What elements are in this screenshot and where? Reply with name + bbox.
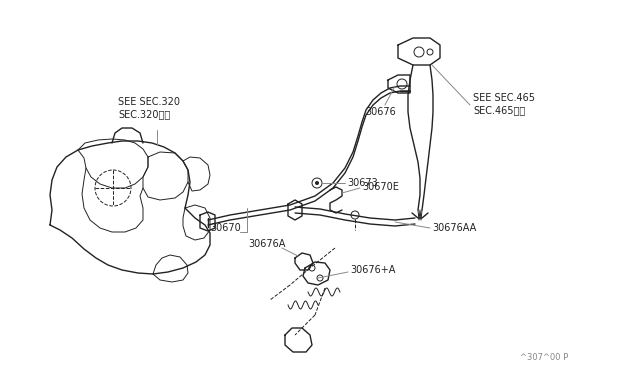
Text: SEE SEC.465
SEC.465参照: SEE SEC.465 SEC.465参照 bbox=[473, 93, 535, 115]
Text: 30676+A: 30676+A bbox=[350, 265, 396, 275]
Text: 30676: 30676 bbox=[365, 107, 396, 117]
Text: 30670: 30670 bbox=[211, 223, 241, 233]
Text: 30673: 30673 bbox=[347, 178, 378, 188]
Text: SEE SEC.320
SEC.320参照: SEE SEC.320 SEC.320参照 bbox=[118, 97, 180, 119]
Text: ^307^00 P: ^307^00 P bbox=[520, 353, 568, 362]
Text: 30670E: 30670E bbox=[362, 182, 399, 192]
Circle shape bbox=[315, 181, 319, 185]
Text: 30676AA: 30676AA bbox=[432, 223, 476, 233]
Text: 30676A: 30676A bbox=[248, 239, 285, 249]
